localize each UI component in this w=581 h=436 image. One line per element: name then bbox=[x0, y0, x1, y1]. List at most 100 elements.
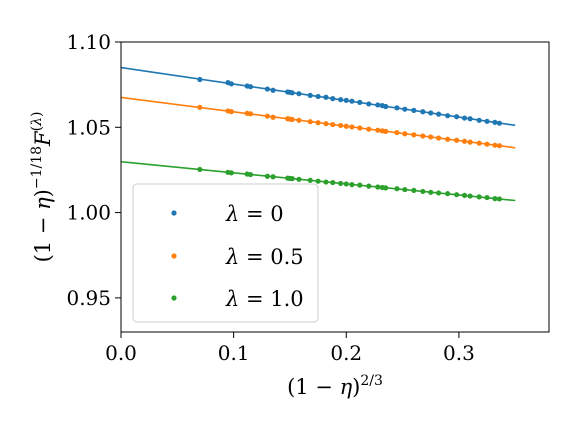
data-point-s0-19 bbox=[366, 101, 372, 107]
y-axis-ticks: 0.95 1.00 1.05 1.10 bbox=[66, 30, 121, 310]
y-tick-label: 1.00 bbox=[66, 201, 111, 225]
data-point-s0-35 bbox=[492, 119, 498, 125]
data-point-s2-19 bbox=[366, 183, 372, 189]
data-point-s2-13 bbox=[323, 179, 329, 185]
data-point-s0-11 bbox=[307, 92, 313, 98]
data-point-s0-32 bbox=[467, 116, 473, 122]
data-point-s0-26 bbox=[420, 109, 426, 115]
data-point-s2-11 bbox=[307, 177, 313, 183]
y-axis-label: (1 − η)−1/18F(λ) bbox=[29, 112, 55, 263]
data-point-s1-27 bbox=[428, 134, 434, 140]
data-point-s2-25 bbox=[411, 187, 417, 194]
legend-label-lambda-1.0: λ = 1.0 bbox=[225, 287, 304, 311]
data-point-s2-18 bbox=[357, 182, 363, 188]
data-point-s1-4 bbox=[247, 111, 254, 117]
legend-marker-lambda-1.0 bbox=[171, 295, 177, 301]
data-point-s1-30 bbox=[454, 137, 460, 143]
data-point-s1-25 bbox=[411, 132, 417, 138]
data-point-s0-5 bbox=[264, 86, 271, 92]
data-point-s2-0 bbox=[197, 166, 203, 173]
data-point-s2-10 bbox=[296, 176, 302, 182]
data-point-s2-15 bbox=[338, 180, 344, 187]
data-point-s0-4 bbox=[247, 84, 254, 90]
data-point-s1-10 bbox=[296, 117, 302, 123]
plot-frame bbox=[120, 41, 550, 333]
data-point-s2-27 bbox=[428, 189, 434, 195]
data-point-s2-29 bbox=[445, 191, 451, 197]
data-point-s1-20 bbox=[375, 127, 381, 133]
data-point-s2-16 bbox=[343, 181, 349, 187]
data-point-s2-4 bbox=[247, 171, 254, 178]
data-point-s2-14 bbox=[330, 179, 336, 186]
data-point-s0-16 bbox=[343, 97, 349, 103]
data-point-s1-28 bbox=[436, 135, 442, 141]
data-point-s0-31 bbox=[461, 115, 468, 121]
data-point-s2-20 bbox=[375, 184, 381, 190]
data-point-s2-30 bbox=[454, 192, 460, 198]
data-point-s1-0 bbox=[197, 104, 203, 110]
data-point-s0-17 bbox=[349, 98, 355, 104]
data-point-s0-24 bbox=[402, 106, 408, 112]
x-tick-label: 0.0 bbox=[105, 341, 137, 365]
data-point-s2-6 bbox=[270, 174, 276, 180]
data-points bbox=[197, 76, 503, 202]
data-point-s0-33 bbox=[476, 117, 482, 123]
data-point-s1-11 bbox=[307, 119, 313, 125]
data-point-s0-13 bbox=[323, 94, 329, 100]
y-tick-label: 0.95 bbox=[66, 286, 111, 310]
data-point-s1-23 bbox=[394, 129, 400, 136]
data-point-s1-32 bbox=[467, 139, 473, 145]
data-point-s2-22 bbox=[383, 185, 389, 191]
data-point-s0-20 bbox=[375, 102, 381, 108]
data-point-s0-18 bbox=[357, 99, 363, 105]
data-point-s0-29 bbox=[445, 113, 451, 119]
data-point-s2-24 bbox=[402, 186, 408, 193]
data-point-s0-2 bbox=[228, 81, 234, 87]
data-point-s0-0 bbox=[197, 76, 203, 83]
data-point-s1-16 bbox=[343, 123, 349, 129]
data-point-s0-25 bbox=[411, 107, 417, 114]
data-point-s2-36 bbox=[496, 196, 503, 202]
data-point-s0-34 bbox=[484, 118, 490, 124]
data-point-s0-30 bbox=[454, 114, 460, 120]
legend-marker-lambda-0.5 bbox=[171, 253, 177, 259]
data-point-s0-6 bbox=[270, 87, 276, 93]
x-tick-label: 0.2 bbox=[330, 341, 362, 365]
data-point-s0-14 bbox=[330, 96, 336, 102]
data-point-s1-15 bbox=[338, 122, 344, 129]
data-point-s2-32 bbox=[467, 193, 473, 199]
x-axis-ticks: 0.0 0.1 0.2 0.3 bbox=[105, 332, 475, 365]
data-point-s1-26 bbox=[420, 133, 426, 139]
data-point-s2-33 bbox=[476, 194, 482, 200]
data-point-s1-17 bbox=[349, 124, 355, 130]
data-point-s1-36 bbox=[496, 143, 503, 149]
data-point-s2-28 bbox=[436, 190, 442, 196]
data-point-s2-26 bbox=[420, 188, 426, 195]
data-point-s2-12 bbox=[315, 178, 321, 184]
data-point-s1-34 bbox=[484, 141, 490, 147]
data-point-s1-12 bbox=[315, 120, 321, 126]
data-point-s1-18 bbox=[357, 125, 363, 131]
legend-marker-lambda-0 bbox=[171, 210, 177, 216]
data-point-s1-9 bbox=[289, 116, 295, 123]
data-point-s2-17 bbox=[349, 182, 355, 188]
data-point-s0-15 bbox=[338, 97, 344, 103]
data-point-s0-12 bbox=[315, 93, 321, 100]
legend-frame bbox=[132, 183, 319, 323]
data-point-s2-9 bbox=[289, 176, 295, 182]
data-point-s2-35 bbox=[492, 196, 498, 202]
data-point-s0-23 bbox=[394, 105, 400, 111]
legend-label-lambda-0: λ = 0 bbox=[225, 202, 284, 226]
legend-label-lambda-0.5: λ = 0.5 bbox=[225, 245, 304, 269]
data-point-s0-9 bbox=[289, 90, 295, 96]
data-point-s1-14 bbox=[330, 121, 336, 128]
data-point-s0-28 bbox=[436, 111, 442, 117]
data-point-s0-22 bbox=[383, 103, 389, 110]
data-point-s1-5 bbox=[264, 113, 271, 119]
data-point-s1-24 bbox=[402, 131, 408, 137]
data-point-s1-29 bbox=[445, 136, 451, 142]
data-point-s1-2 bbox=[228, 109, 234, 115]
y-tick-label: 1.05 bbox=[66, 115, 111, 139]
legend: λ = 0 λ = 0.5 λ = 1.0 bbox=[132, 183, 319, 323]
